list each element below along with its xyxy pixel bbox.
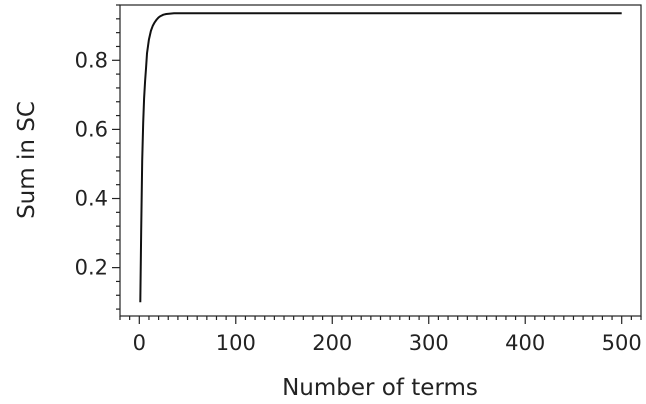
y-tick-label: 0.6 xyxy=(75,117,108,141)
x-tick-label: 200 xyxy=(312,331,352,355)
y-tick-label: 0.8 xyxy=(75,48,108,72)
x-tick-label: 400 xyxy=(505,331,545,355)
y-tick-label: 0.2 xyxy=(75,256,108,280)
series-layer xyxy=(139,12,622,303)
x-tick-label: 0 xyxy=(133,331,146,355)
x-tick-label: 500 xyxy=(602,331,642,355)
x-axis: 0 100 200 300 400 500 xyxy=(119,316,642,355)
plot-frame xyxy=(119,4,642,317)
x-axis-label: Number of terms xyxy=(282,375,478,401)
series-line xyxy=(139,12,622,303)
x-tick-label: 100 xyxy=(216,331,256,355)
y-tick-label: 0.4 xyxy=(75,187,108,211)
x-tick-label: 300 xyxy=(409,331,449,355)
y-axis: 0.2 0.4 0.6 0.8 xyxy=(75,4,120,310)
y-axis-label: Sum in SC xyxy=(14,101,40,219)
